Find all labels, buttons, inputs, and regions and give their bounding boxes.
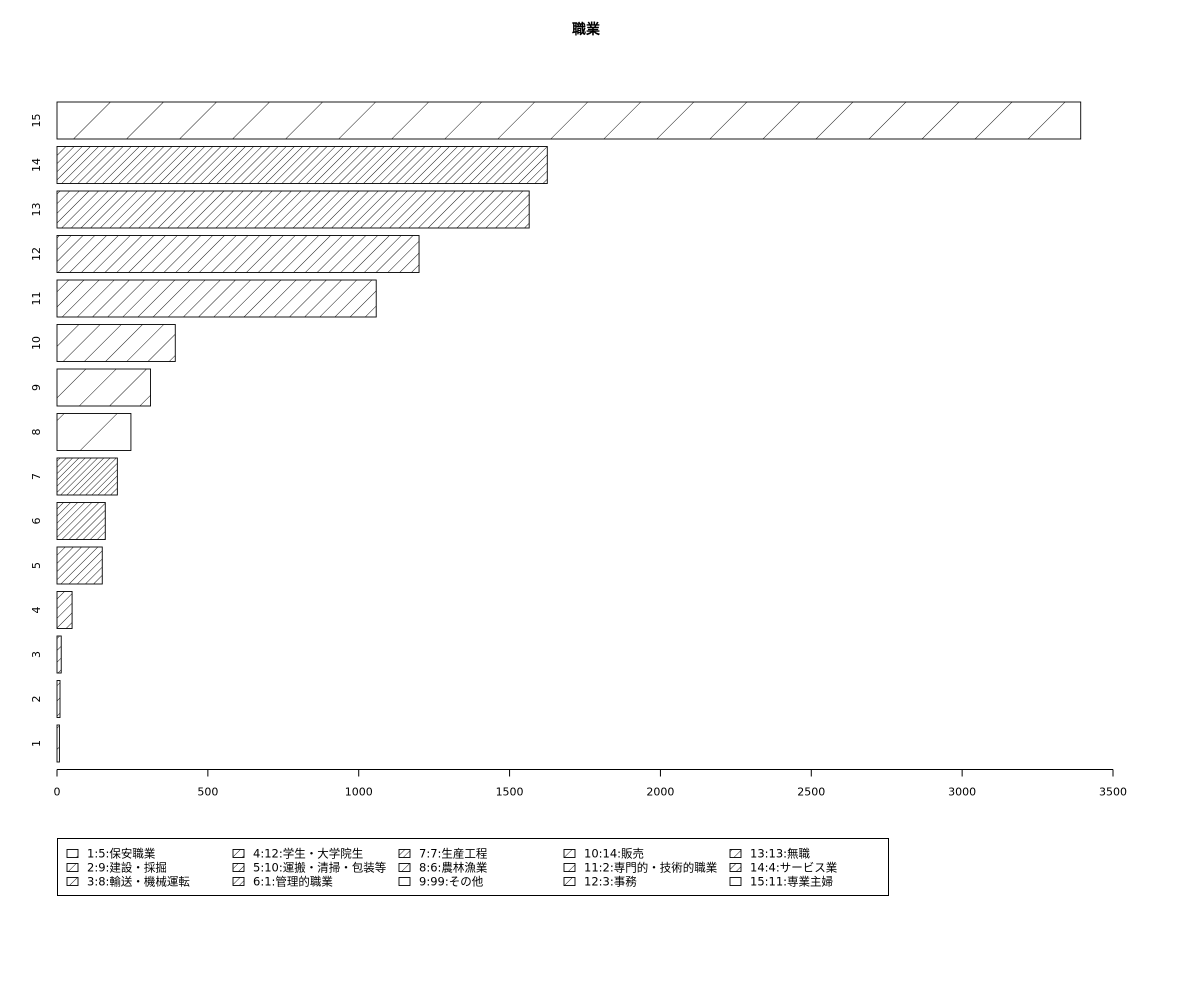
legend-swatch — [232, 863, 245, 872]
y-tick-label: 14 — [30, 158, 43, 172]
x-tick-label: 3500 — [1099, 786, 1127, 799]
bar-3 — [56, 635, 62, 674]
x-tick-label: 2000 — [646, 786, 674, 799]
x-tick-label: 1000 — [345, 786, 373, 799]
legend-swatch — [563, 877, 576, 886]
y-tick-label: 15 — [30, 114, 43, 128]
legend-label: 5:10:運搬・清掃・包装等 — [253, 861, 386, 875]
bar-12 — [56, 235, 420, 273]
y-tick-label: 1 — [30, 740, 43, 747]
x-axis: 0 500 1000 1500 2000 2500 3000 3500 — [54, 769, 1127, 799]
y-tick-label: 6 — [30, 518, 43, 525]
legend-label: 12:3:事務 — [584, 875, 637, 889]
x-tick-label: 0 — [54, 786, 61, 799]
legend-label: 15:11:専業主婦 — [750, 875, 833, 889]
y-tick-label: 13 — [30, 203, 43, 217]
legend-label: 13:13:無職 — [750, 847, 811, 861]
chart-title: 職業 — [572, 21, 601, 38]
y-tick-label: 7 — [30, 473, 43, 480]
bar-4 — [56, 591, 73, 629]
y-tick-label: 9 — [30, 384, 43, 391]
x-tick-label: 500 — [197, 786, 218, 799]
legend-box — [57, 838, 889, 896]
y-tick-label: 8 — [30, 429, 43, 436]
legend-label: 2:9:建設・採掘 — [87, 861, 167, 875]
y-tick-label: 11 — [30, 292, 43, 306]
bar-2 — [56, 680, 61, 718]
bar-6 — [56, 502, 106, 540]
bars — [56, 101, 1082, 763]
y-tick-label: 10 — [30, 336, 43, 350]
x-tick-label: 1500 — [496, 786, 524, 799]
y-tick-label: 5 — [30, 562, 43, 569]
legend-label: 4:12:学生・大学院生 — [253, 847, 363, 861]
legend-swatch — [729, 863, 742, 872]
y-tick-label: 12 — [30, 247, 43, 261]
legend-swatch — [66, 863, 79, 872]
legend-swatch — [398, 877, 411, 886]
legend-swatch — [563, 849, 576, 858]
y-tick-label: 2 — [30, 696, 43, 703]
legend-swatch — [66, 877, 79, 886]
legend-swatch — [729, 849, 742, 858]
bar-5 — [56, 546, 103, 585]
legend-label: 6:1:管理的職業 — [253, 875, 333, 889]
legend-label: 8:6:農林漁業 — [419, 861, 488, 875]
bar-10 — [56, 324, 176, 362]
y-tick-label: 4 — [30, 607, 43, 614]
legend-swatch — [232, 877, 245, 886]
legend-label: 1:5:保安職業 — [87, 847, 156, 861]
legend-swatch — [232, 849, 245, 858]
legend-swatch — [398, 863, 411, 872]
legend-label: 9:99:その他 — [419, 875, 484, 889]
legend-swatch — [563, 863, 576, 872]
legend-swatch — [729, 877, 742, 886]
y-tick-label: 3 — [30, 651, 43, 658]
bar-1 — [56, 724, 60, 763]
bar-14 — [56, 146, 548, 184]
bar-8 — [56, 413, 132, 451]
bar-13 — [56, 190, 530, 229]
bar-9 — [56, 368, 151, 407]
legend-label: 3:8:輸送・機械運転 — [87, 875, 190, 889]
legend-swatch — [398, 849, 411, 858]
legend-label: 14:4:サービス業 — [750, 861, 838, 875]
legend-label: 10:14:販売 — [584, 847, 644, 861]
bar-7 — [56, 457, 118, 496]
bar-15 — [56, 101, 1082, 140]
bar-11 — [56, 279, 377, 318]
legend-swatch — [66, 849, 79, 858]
x-tick-label: 2500 — [797, 786, 825, 799]
legend-label: 11:2:専門的・技術的職業 — [584, 861, 718, 875]
x-tick-label: 3000 — [948, 786, 976, 799]
legend-label: 7:7:生産工程 — [419, 847, 488, 861]
